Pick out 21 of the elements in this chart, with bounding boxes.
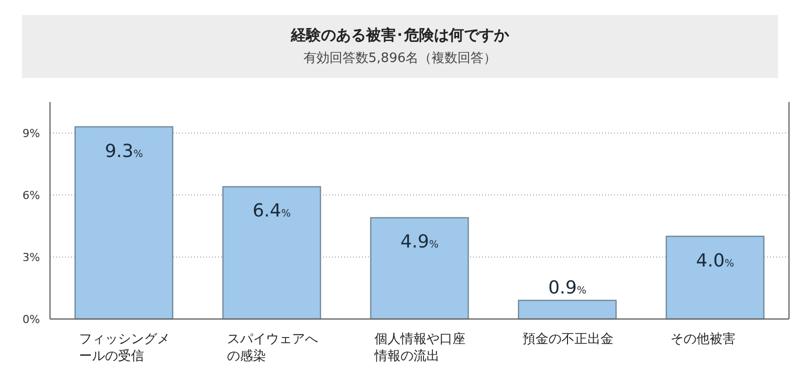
data-label: 6.4% (252, 200, 291, 222)
x-tick-label: フィッシングメールの受信 (79, 332, 170, 364)
y-tick-label: 9% (22, 127, 40, 140)
data-label: 4.0% (696, 250, 734, 272)
data-label: 4.9% (400, 232, 439, 253)
bar (222, 186, 322, 320)
chart-title: 経験のある被害･危険は何ですか (290, 26, 510, 44)
x-tick-label: その他被害 (670, 331, 736, 347)
data-label: 0.9% (548, 277, 586, 298)
bar (666, 236, 764, 320)
chart-subtitle: 有効回答数5,896名（複数回答） (303, 51, 497, 66)
bar (518, 300, 617, 320)
y-tick-label: 3% (22, 251, 40, 264)
x-tick-label: スパイウェアへの感染 (226, 332, 318, 364)
y-tick-label: 6% (22, 189, 40, 202)
bar (370, 217, 469, 320)
x-tick-label: 預金の不正出金 (522, 332, 614, 347)
y-tick-label: 0% (22, 313, 40, 326)
x-tick-label: 個人情報や口座情報の流出 (374, 331, 466, 364)
bar (74, 126, 174, 320)
data-label: 9.3% (104, 140, 143, 162)
